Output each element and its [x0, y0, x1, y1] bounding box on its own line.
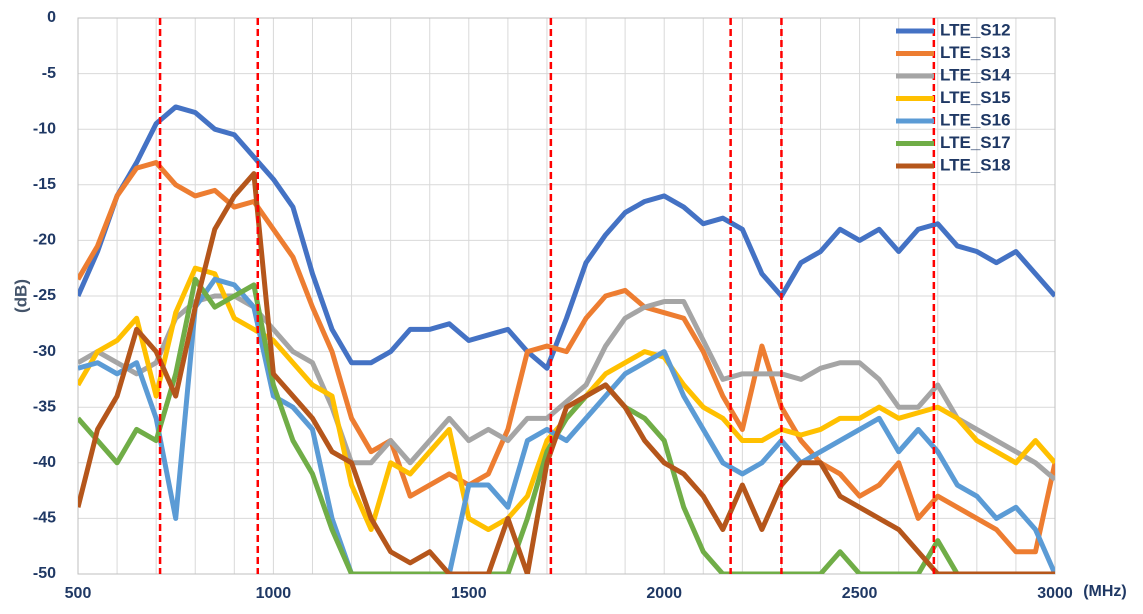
series-line [78, 104, 1055, 371]
y-tick-label: -15 [33, 176, 56, 193]
y-tick-label: -45 [33, 510, 56, 527]
x-tick-label: 500 [65, 585, 92, 602]
legend-label: LTE_S13 [940, 43, 1011, 62]
y-tick-label: -25 [33, 287, 56, 304]
y-tick-label: 0 [47, 9, 56, 26]
series-line [78, 293, 1055, 482]
series-line [78, 276, 1055, 574]
y-tick-label: -50 [33, 565, 56, 582]
y-tick-label: -35 [33, 398, 56, 415]
legend-label: LTE_S18 [940, 155, 1011, 174]
x-tick-label: 3000 [1037, 585, 1073, 602]
y-tick-label: -20 [33, 232, 56, 249]
x-tick-label: 2500 [842, 585, 878, 602]
legend-label: LTE_S12 [940, 20, 1011, 39]
y-tick-label: -30 [33, 343, 56, 360]
y-axis-label: (dB) [11, 279, 30, 313]
plot-area [78, 104, 1055, 574]
legend-label: LTE_S16 [940, 110, 1011, 129]
x-tick-label: 2000 [646, 585, 682, 602]
legend-label: LTE_S15 [940, 88, 1011, 107]
legend-label: LTE_S17 [940, 133, 1011, 152]
legend-label: LTE_S14 [940, 65, 1011, 84]
y-tick-label: -5 [42, 65, 56, 82]
y-tick-label: -10 [33, 120, 56, 137]
x-tick-label: 1000 [256, 585, 292, 602]
series-line [78, 171, 1055, 574]
series-line [78, 160, 1055, 555]
x-tick-label: 1500 [451, 585, 487, 602]
y-tick-label: -40 [33, 454, 56, 471]
x-axis-label: (MHz) [1083, 583, 1127, 600]
